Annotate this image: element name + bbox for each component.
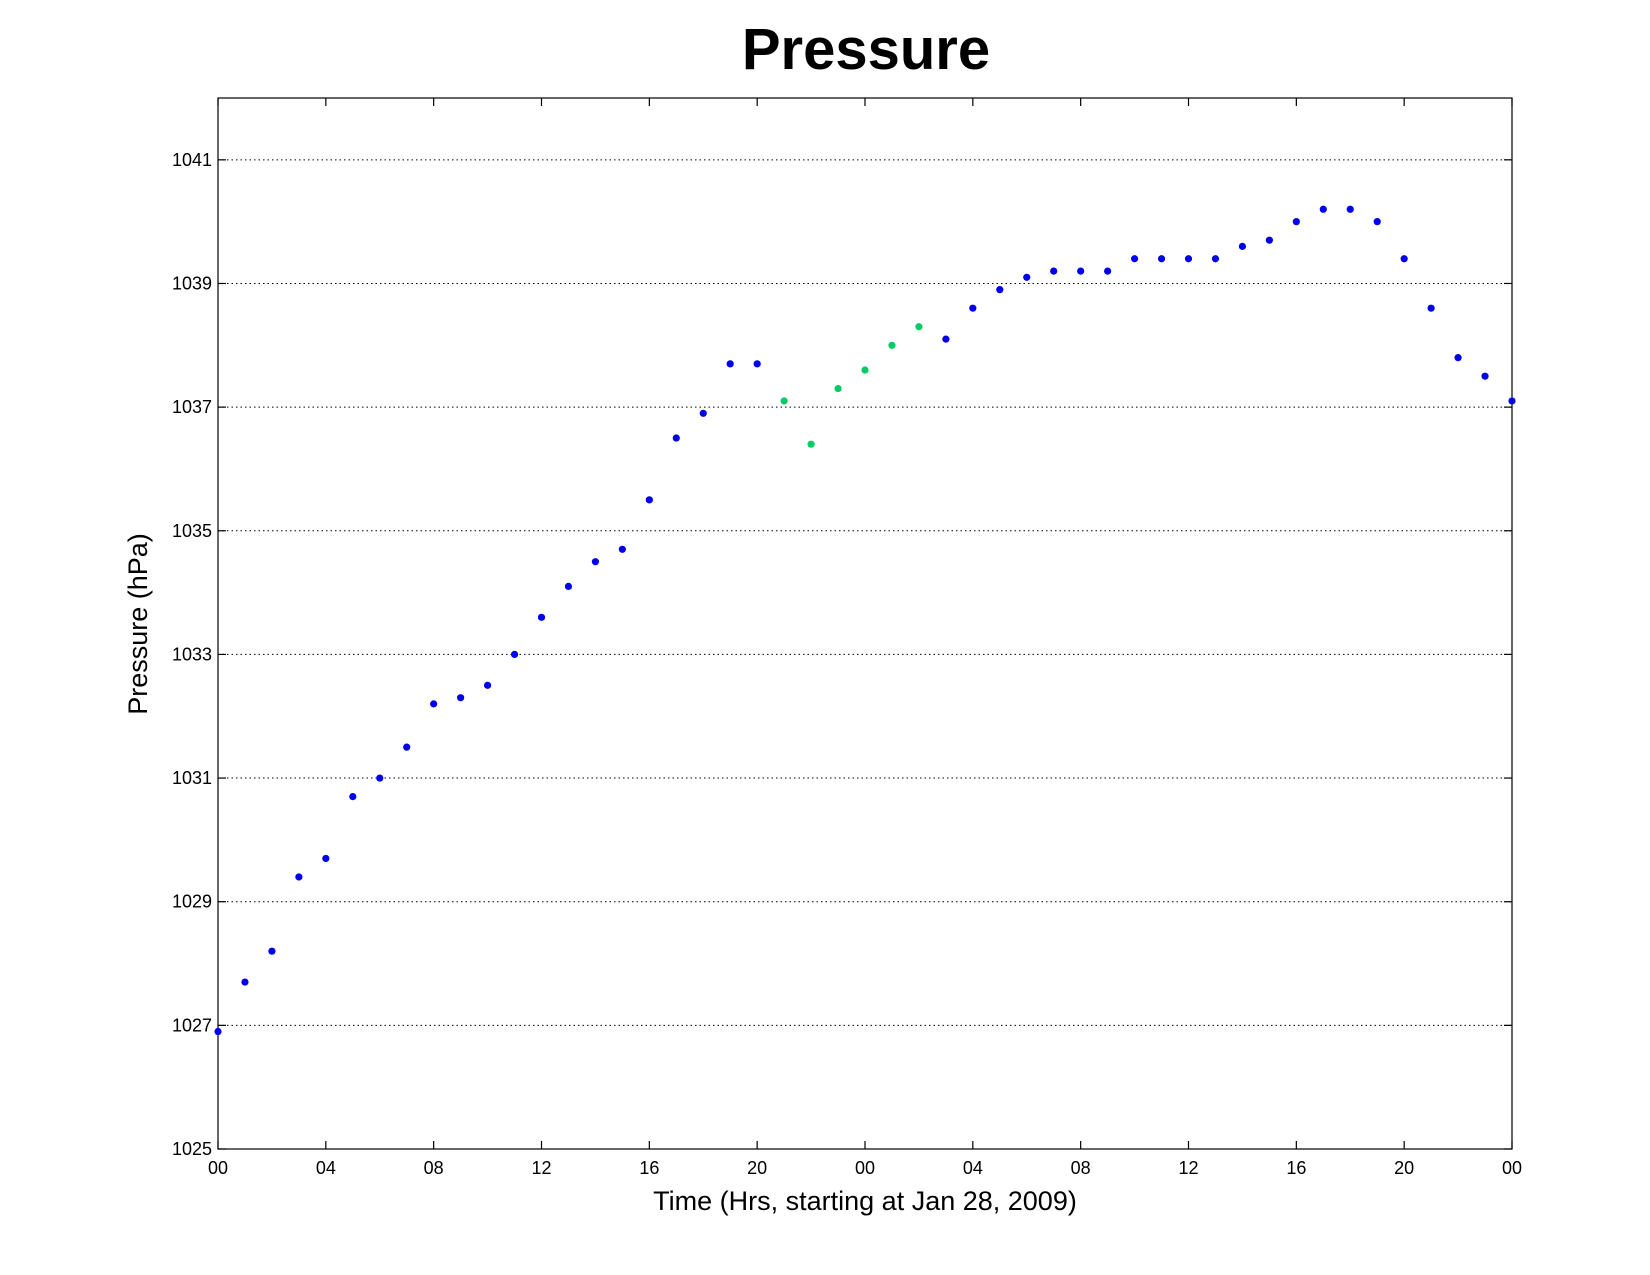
data-point-blue xyxy=(1400,255,1408,263)
data-point-blue xyxy=(537,613,546,621)
data-point-blue xyxy=(457,694,465,702)
x-tick-label: 16 xyxy=(639,1158,659,1178)
data-point-blue xyxy=(295,873,303,881)
data-point-blue xyxy=(430,700,438,708)
data-point-blue xyxy=(1211,255,1220,263)
data-point-blue xyxy=(969,304,977,312)
data-point-blue xyxy=(349,793,357,801)
data-point-blue xyxy=(753,360,761,368)
x-tick-label: 20 xyxy=(747,1158,767,1178)
data-point-blue xyxy=(1130,255,1139,263)
data-point-blue xyxy=(1157,255,1166,263)
data-point-blue xyxy=(483,681,492,689)
x-tick-label: 12 xyxy=(1178,1158,1198,1178)
y-tick-label: 1029 xyxy=(172,892,212,912)
x-tick-label: 08 xyxy=(1071,1158,1091,1178)
data-point-blue xyxy=(1319,205,1327,213)
data-point-blue xyxy=(403,743,411,751)
data-point-blue xyxy=(672,434,680,442)
data-point-blue xyxy=(268,947,276,955)
axis-ticks xyxy=(217,98,1513,1150)
x-tick-label: 00 xyxy=(855,1158,875,1178)
x-tick-label: 12 xyxy=(531,1158,551,1178)
data-point-blue xyxy=(1346,205,1354,213)
data-point-green xyxy=(834,384,842,393)
data-point-blue xyxy=(996,286,1004,294)
chart-title: Pressure xyxy=(742,17,990,82)
x-tick-label: 20 xyxy=(1394,1158,1414,1178)
data-point-blue xyxy=(1077,267,1085,275)
data-point-blue xyxy=(214,1027,222,1036)
data-point-blue xyxy=(510,650,519,659)
data-point-blue xyxy=(564,582,573,591)
data-point-green xyxy=(780,397,788,405)
data-point-blue xyxy=(322,854,330,863)
y-axis-label: Pressure (hPa) xyxy=(123,533,153,715)
x-tick-label: 08 xyxy=(424,1158,444,1178)
data-point-blue xyxy=(1050,267,1058,275)
y-tick-labels: 1025 1027 1029 1031 1033 1035 1037 1039 1041 xyxy=(172,150,212,1159)
y-tick-label: 1037 xyxy=(172,397,212,417)
y-tick-label: 1027 xyxy=(172,1015,212,1035)
data-point-blue xyxy=(1481,372,1489,380)
y-tick-label: 1041 xyxy=(172,150,212,170)
data-point-green xyxy=(915,323,923,331)
x-tick-label: 04 xyxy=(316,1158,336,1178)
x-tick-label: 00 xyxy=(208,1158,228,1178)
x-tick-labels: 00 04 08 12 16 20 00 04 08 12 16 20 00 xyxy=(208,1158,1522,1178)
data-point-blue xyxy=(1238,242,1247,250)
data-point-blue xyxy=(1454,354,1462,362)
data-point-blue xyxy=(942,335,950,343)
data-point-blue xyxy=(376,774,384,782)
data-point-blue xyxy=(699,409,707,417)
data-point-blue xyxy=(591,558,600,566)
x-axis-label: Time (Hrs, starting at Jan 28, 2009) xyxy=(653,1186,1077,1216)
data-points xyxy=(214,205,1516,1036)
y-tick-label: 1033 xyxy=(172,644,212,664)
data-point-blue xyxy=(1373,218,1381,226)
data-point-blue xyxy=(618,545,626,553)
data-point-green xyxy=(888,341,896,349)
data-point-blue xyxy=(1104,267,1112,275)
y-tick-label: 1025 xyxy=(172,1139,212,1159)
data-point-green xyxy=(807,440,815,448)
data-point-blue xyxy=(241,978,249,986)
y-tick-label: 1031 xyxy=(172,768,212,788)
data-point-blue xyxy=(1023,273,1031,281)
x-tick-label: 04 xyxy=(963,1158,983,1178)
data-point-blue xyxy=(1265,236,1273,244)
x-tick-label: 00 xyxy=(1502,1158,1522,1178)
y-tick-label: 1039 xyxy=(172,273,212,293)
data-point-blue xyxy=(726,360,734,368)
data-point-green xyxy=(861,366,869,374)
data-point-blue xyxy=(645,496,653,504)
data-point-blue xyxy=(1427,304,1435,312)
x-tick-label: 16 xyxy=(1286,1158,1306,1178)
data-point-blue xyxy=(1292,218,1300,226)
data-point-blue xyxy=(1508,397,1516,405)
y-tick-label: 1035 xyxy=(172,521,212,541)
data-point-blue xyxy=(1184,255,1193,263)
